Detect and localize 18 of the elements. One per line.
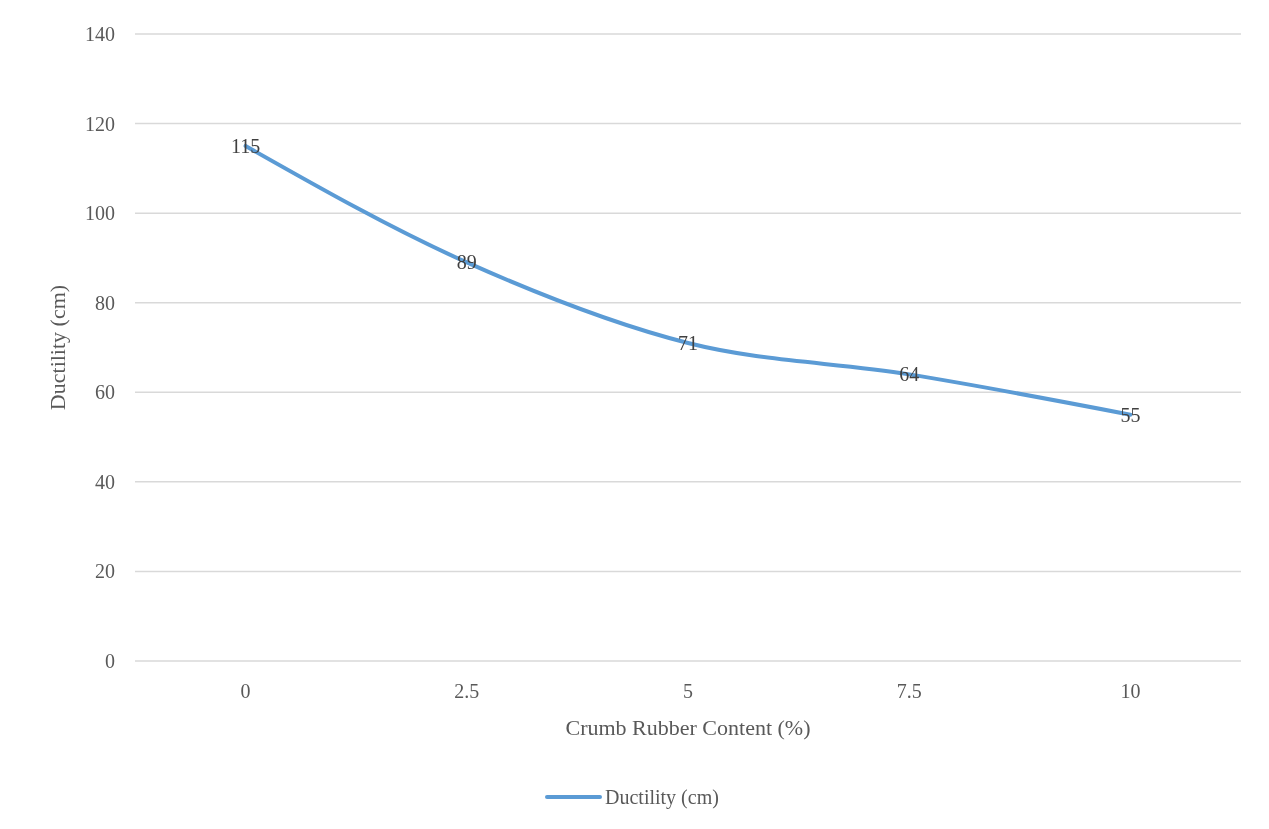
x-tick-label: 0 bbox=[240, 680, 251, 702]
x-tick-label: 5 bbox=[683, 680, 693, 702]
x-axis-title: Crumb Rubber Content (%) bbox=[565, 715, 811, 740]
y-axis-title: Ductility (cm) bbox=[45, 284, 70, 411]
y-tick-label: 100 bbox=[85, 202, 115, 225]
y-tick-label: 0 bbox=[105, 650, 115, 672]
y-tick-label: 140 bbox=[85, 23, 115, 45]
legend-label: Ductility (cm) bbox=[605, 786, 719, 809]
y-tick-label: 60 bbox=[95, 381, 115, 404]
data-label: 115 bbox=[230, 134, 261, 157]
data-label: 55 bbox=[1120, 403, 1141, 426]
y-tick-label: 80 bbox=[95, 291, 115, 314]
x-tick-label: 7.5 bbox=[896, 680, 922, 702]
x-tick-label: 10 bbox=[1120, 680, 1141, 702]
y-tick-label: 40 bbox=[95, 470, 115, 493]
x-tick-label: 2.5 bbox=[454, 680, 480, 702]
y-tick-label: 120 bbox=[85, 112, 115, 135]
y-tick-label: 20 bbox=[95, 560, 115, 583]
